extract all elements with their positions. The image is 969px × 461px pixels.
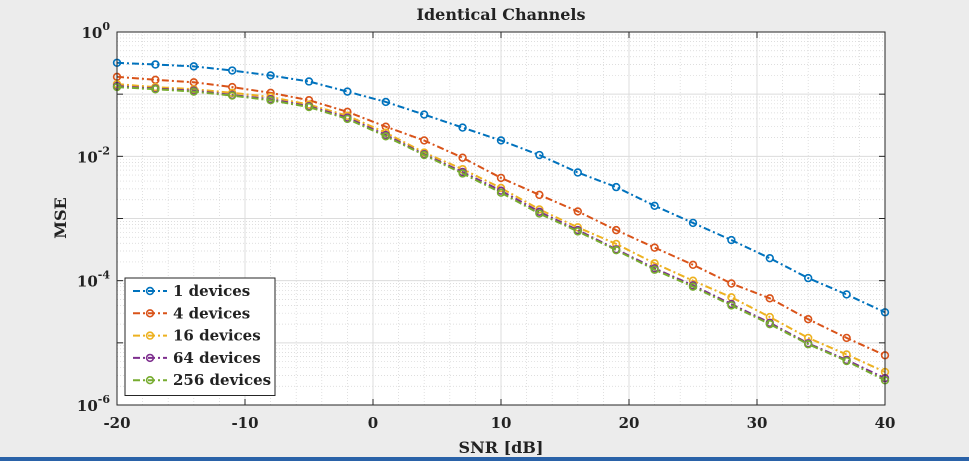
legend-label-1: 1 devices xyxy=(173,282,250,300)
chart-title: Identical Channels xyxy=(417,5,586,24)
series-point xyxy=(765,319,774,329)
series-point xyxy=(535,190,544,200)
legend-label-4: 64 devices xyxy=(173,349,261,367)
series-point xyxy=(420,110,429,119)
series-point xyxy=(420,136,429,145)
legend-marker-5 xyxy=(145,376,155,385)
series-point xyxy=(535,150,544,160)
series-point xyxy=(496,173,506,183)
series-point xyxy=(842,356,851,366)
x-tick-label: -20 xyxy=(103,414,130,432)
axis-ticks xyxy=(116,31,886,406)
y-axis-label: MSE xyxy=(51,197,70,238)
series-point xyxy=(496,183,506,193)
series-point xyxy=(458,169,467,178)
x-axis-label: SNR [dB] xyxy=(459,438,544,457)
y-tick-label: 10-2 xyxy=(77,144,110,166)
series-point xyxy=(343,114,352,124)
series-point xyxy=(458,153,467,162)
series-point xyxy=(228,82,237,92)
series-point xyxy=(688,282,698,291)
series-line-1 xyxy=(116,61,886,314)
series-point xyxy=(727,301,736,310)
series-point xyxy=(189,87,199,96)
series-point xyxy=(803,314,813,324)
x-tick-label: 40 xyxy=(875,414,896,432)
series-point xyxy=(650,243,659,252)
series-point xyxy=(189,62,199,71)
y-tick-label: 100 xyxy=(81,20,110,42)
series-point xyxy=(573,227,582,236)
y-tick-labels: 10-6 10-4 10-2 100 xyxy=(77,20,110,415)
series-point xyxy=(803,273,813,283)
series-point xyxy=(343,87,352,96)
series-line-2 xyxy=(116,75,886,357)
series-point xyxy=(611,225,621,235)
series-point xyxy=(420,150,429,160)
series-point xyxy=(650,265,659,274)
legend-label-5: 256 devices xyxy=(173,371,271,389)
series-point xyxy=(266,71,275,80)
series-point xyxy=(151,60,160,69)
legend-marker-1 xyxy=(145,286,155,296)
series-point xyxy=(304,102,314,112)
series-point xyxy=(842,290,851,299)
series-point xyxy=(688,218,698,228)
legend-marker-4 xyxy=(145,353,155,363)
bottom-rule xyxy=(0,457,969,461)
x-tick-label: -10 xyxy=(231,414,258,432)
series-point xyxy=(458,123,467,132)
series-point xyxy=(688,260,698,269)
x-tick-labels: -20 -10 0 10 20 30 40 xyxy=(103,414,895,432)
y-tick-label: 10-4 xyxy=(77,269,110,291)
series-point xyxy=(381,97,390,107)
series-point xyxy=(727,235,736,245)
series-point xyxy=(650,201,659,211)
series-point xyxy=(304,77,314,86)
series-point xyxy=(228,66,237,75)
series-point xyxy=(228,91,237,100)
y-tick-label: 10-6 xyxy=(77,393,110,415)
series-point xyxy=(573,207,582,216)
series-point xyxy=(535,209,544,218)
series-point xyxy=(266,95,275,105)
x-tick-label: 0 xyxy=(368,414,378,432)
series-point xyxy=(496,136,506,145)
series-point xyxy=(765,294,774,303)
legend-box xyxy=(124,277,276,396)
legend-marker-3 xyxy=(145,331,155,340)
series-point xyxy=(611,245,621,255)
series-point xyxy=(151,85,160,94)
series-point xyxy=(381,132,390,141)
legend-marker-2 xyxy=(145,309,155,318)
legend: 1 devices 4 devices 16 devices 64 devices 25… xyxy=(124,277,276,396)
series-point xyxy=(842,333,851,343)
series-point xyxy=(611,182,621,192)
series-point xyxy=(803,340,813,349)
series-point xyxy=(765,253,774,263)
x-tick-label: 20 xyxy=(619,414,640,432)
x-tick-label: 10 xyxy=(491,414,512,432)
legend-label-2: 4 devices xyxy=(173,304,250,322)
series-point xyxy=(727,279,736,288)
series-point xyxy=(496,188,506,197)
x-tick-label: 30 xyxy=(747,414,768,432)
legend-label-3: 16 devices xyxy=(173,327,261,345)
series-point xyxy=(573,168,582,177)
